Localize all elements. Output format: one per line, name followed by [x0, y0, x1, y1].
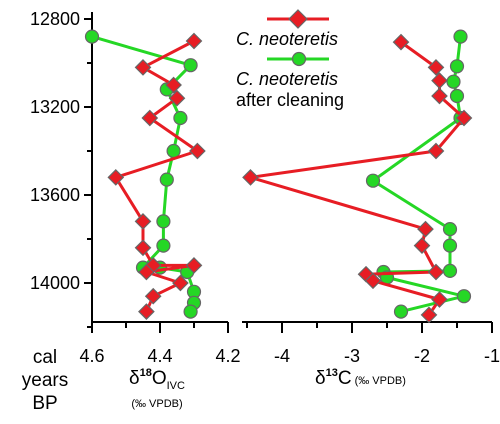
carbon-after-point [446, 74, 461, 89]
legend-after-marker [291, 51, 307, 67]
y-tick-label: 14000 [30, 273, 80, 293]
oxygen-after-point [166, 143, 181, 159]
oxygen-tick-label: 4.6 [79, 346, 104, 366]
carbon-before-point [420, 306, 438, 324]
oxygen-before-point [185, 257, 203, 274]
carbon-axis-main: C [338, 368, 352, 389]
oxygen-before-point [141, 109, 159, 127]
oxygen-after-point [183, 58, 198, 73]
legend-before-marker [288, 9, 308, 29]
carbon-after-point [442, 222, 458, 237]
carbon-before-point [242, 169, 259, 186]
oxygen-axis-label: δ18OIVC [129, 367, 185, 392]
carbon-before-point [417, 220, 434, 238]
oxygen-after-point [84, 29, 100, 44]
oxygen-after-point [173, 110, 188, 126]
carbon-before-point [364, 272, 382, 290]
oxygen-before-point [172, 274, 189, 292]
carbon-after-point [365, 173, 381, 188]
oxygen-before-point [168, 89, 186, 107]
oxygen-before-point [134, 213, 152, 230]
oxygen-before-point [189, 142, 206, 160]
carbon-after-point [449, 88, 465, 104]
oxygen-before-point [144, 287, 162, 305]
carbon-tick-label: -4 [274, 346, 290, 366]
legend: C. neoteretis C. neoteretis after cleani… [236, 9, 344, 110]
oxygen-series-layer [84, 29, 206, 320]
oxygen-axis-unit: (‰ VPDB) [131, 398, 182, 410]
y-tick-label: 12800 [30, 9, 80, 29]
carbon-before-point [427, 59, 445, 76]
y-tick-label: 13600 [30, 185, 80, 205]
oxygen-before-point [185, 32, 203, 50]
carbon-before-point [427, 263, 445, 281]
carbon-tick-label: -3 [344, 346, 360, 366]
carbon-axis-label: δ13C (‰ VPDB) [315, 367, 406, 389]
carbon-before-point [455, 109, 473, 127]
axes-layer: 12800 13200 13600 14000 4.6 4.4 4.2 -4 -3 -2 -1 [30, 9, 500, 366]
oxygen-axis-symbol: δ [129, 368, 140, 389]
carbon-axis-symbol: δ [315, 368, 326, 389]
oxygen-before-point [134, 239, 152, 257]
y-tick-label: 13200 [30, 97, 80, 117]
oxygen-before-point [107, 169, 125, 186]
carbon-tick-label: -1 [484, 346, 500, 366]
carbon-after-point [393, 304, 409, 319]
legend-after-label: C. neoteretis [236, 69, 338, 89]
y-axis-label-line-3: BP [32, 393, 57, 414]
oxygen-before-point [138, 263, 155, 281]
oxygen-after-point [156, 214, 171, 229]
carbon-before-point [392, 33, 410, 51]
oxygen-axis-title: δ18OIVC (‰ VPDB) [129, 367, 185, 410]
carbon-before-point [431, 291, 448, 308]
carbon-after-point [442, 263, 458, 278]
legend-before-label: C. neoteretis [236, 29, 338, 49]
oxygen-axis-subscript: IVC [167, 380, 185, 392]
carbon-before-point [413, 237, 431, 254]
carbon-tick-label: -2 [414, 346, 430, 366]
oxygen-before-point [138, 303, 155, 320]
oxygen-tick-label: 4.4 [147, 346, 172, 366]
y-axis-label-line-1: cal [33, 347, 57, 368]
oxygen-before-point [134, 59, 152, 76]
carbon-before-point [431, 87, 448, 105]
carbon-axis-superscript: 13 [326, 367, 338, 379]
oxygen-axis-main: O [152, 368, 167, 389]
y-axis-title: cal years BP [22, 347, 68, 414]
carbon-after-point [449, 59, 465, 74]
oxygen-tick-label: 4.2 [215, 346, 240, 366]
carbon-after-point [442, 238, 458, 253]
y-axis-label-line-2: years [22, 370, 68, 391]
oxygen-after-point [156, 238, 171, 253]
carbon-series-layer [242, 29, 473, 324]
carbon-after-point [453, 29, 468, 44]
legend-after-note: after cleaning [236, 90, 344, 110]
oxygen-before-point [165, 76, 182, 94]
carbon-axis-title: δ13C (‰ VPDB) [315, 367, 406, 389]
carbon-before-point [427, 142, 445, 160]
carbon-axis-unit: (‰ VPDB) [355, 375, 406, 387]
oxygen-after-point [183, 304, 198, 319]
oxygen-axis-superscript: 18 [140, 367, 152, 379]
carbon-after-point [456, 289, 472, 304]
oxygen-after-point [159, 172, 174, 187]
